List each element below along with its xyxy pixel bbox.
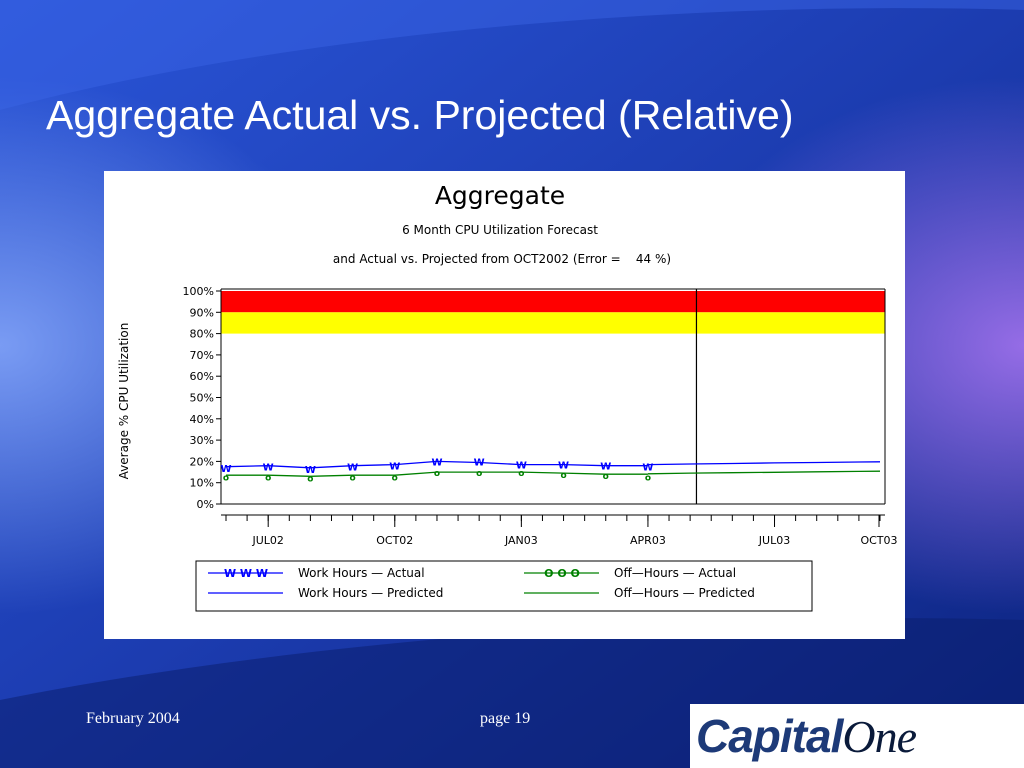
y-tick-label: 100%: [183, 285, 214, 298]
y-tick-label: 10%: [190, 477, 214, 490]
chart-panel: Aggregate 6 Month CPU Utilization Foreca…: [104, 171, 905, 639]
data-point: o: [603, 472, 609, 482]
series-line: [225, 460, 648, 469]
chart-subtitle-1: 6 Month CPU Utilization Forecast: [402, 223, 598, 237]
x-tick-label: JUL02: [251, 534, 283, 547]
threshold-band: [221, 291, 885, 313]
data-point: o: [645, 473, 651, 483]
legend-swatch-markers: W W W: [224, 567, 268, 580]
data-point: o: [476, 469, 482, 479]
y-tick-label: 70%: [190, 349, 214, 362]
threshold-band: [221, 312, 885, 334]
footer-page: page 19: [480, 710, 531, 727]
x-tick-label: APR03: [630, 534, 666, 547]
data-point: W: [431, 457, 442, 468]
chart: Aggregate 6 Month CPU Utilization Foreca…: [117, 181, 898, 612]
company-logo: CapitalOne: [690, 704, 1024, 768]
data-point: W: [642, 463, 653, 474]
x-tick-label: OCT02: [376, 534, 413, 547]
data-point: o: [307, 474, 313, 484]
y-tick-label: 20%: [190, 455, 214, 468]
data-point: o: [560, 471, 566, 481]
data-point: o: [349, 473, 355, 483]
data-point: W: [220, 464, 231, 475]
data-point: o: [392, 473, 398, 483]
data-point: W: [600, 462, 611, 473]
legend-label: Work Hours — Predicted: [298, 586, 443, 600]
data-point: W: [347, 463, 358, 474]
data-point: W: [558, 461, 569, 472]
legend-box: [195, 560, 813, 612]
data-point: W: [389, 462, 400, 473]
data-point: W: [516, 461, 527, 472]
y-tick-label: 40%: [190, 413, 214, 426]
x-tick-label: OCT03: [860, 534, 897, 547]
data-point: o: [434, 469, 440, 479]
legend-label: Off—Hours — Actual: [614, 566, 736, 580]
legend-label: Off—Hours — Predicted: [614, 586, 755, 600]
series-line: [226, 471, 648, 477]
y-tick-label: 80%: [190, 328, 214, 341]
y-tick-label: 0%: [197, 498, 214, 511]
data-point: W: [474, 457, 485, 468]
y-tick-label: 90%: [190, 306, 214, 319]
axes: 0% 10% 20% 30% 40% 50% 60% 70% 80% 90% 100% JUL02 OC…: [183, 285, 898, 547]
data-point: o: [223, 473, 229, 483]
threshold-bands: [221, 291, 885, 334]
legend-swatch-markers: O O O: [544, 567, 580, 580]
data-point: o: [518, 469, 524, 479]
logo-text-one: One: [842, 711, 917, 762]
chart-title: Aggregate: [435, 181, 565, 210]
legend-label: Work Hours — Actual: [298, 566, 425, 580]
data-point: o: [265, 473, 271, 483]
x-tick-label: JUL03: [758, 534, 790, 547]
y-tick-label: 50%: [190, 392, 214, 405]
footer-date: February 2004: [86, 710, 180, 727]
slide-title: Aggregate Actual vs. Projected (Relative…: [46, 92, 794, 138]
legend: W W W Work Hours — Actual O O O Off—Hours —…: [195, 560, 813, 612]
data-point: W: [305, 465, 316, 476]
series-line: [647, 461, 881, 466]
y-tick-label: 30%: [190, 434, 214, 447]
y-tick-label: 60%: [190, 370, 214, 383]
data-point: W: [263, 463, 274, 474]
logo-text-capital: Capital: [696, 710, 843, 762]
chart-subtitle-2: and Actual vs. Projected from OCT2002 (E…: [333, 252, 671, 266]
x-tick-label: JAN03: [504, 534, 538, 547]
series-layer: W W W W W W W W W W Wo o o o o o o o o o o: [220, 457, 881, 484]
y-axis-label: Average % CPU Utilization: [117, 323, 131, 480]
series-line: [647, 470, 881, 475]
